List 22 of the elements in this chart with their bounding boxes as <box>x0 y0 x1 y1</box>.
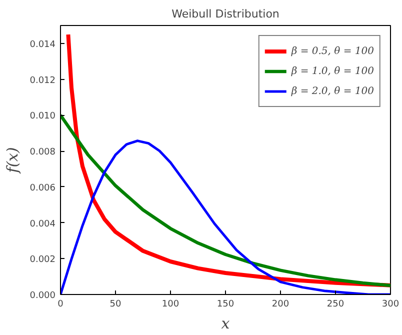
legend-label: β = 0.5, θ = 100 <box>291 46 374 56</box>
x-axis-title: x <box>221 314 230 332</box>
x-tick-label: 300 <box>382 300 400 310</box>
x-tick-label: 100 <box>162 300 180 310</box>
line-series <box>60 114 390 288</box>
y-tick-label: 0.006 <box>30 183 56 194</box>
y-axis-title: f(x) <box>4 146 22 174</box>
y-tick-label: 0.004 <box>30 219 56 230</box>
y-tick-label: 0.010 <box>30 112 56 122</box>
legend-label: β = 2.0, θ = 100 <box>291 86 374 96</box>
x-tick-label: 0 <box>58 300 64 310</box>
y-tick-label: 0.012 <box>30 76 56 86</box>
x-tick-label: 150 <box>216 300 234 310</box>
legend-label: β = 1.0, θ = 100 <box>291 66 374 76</box>
y-tick-label: 0.014 <box>30 40 56 50</box>
y-tick-label: 0.000 <box>30 291 56 301</box>
x-tick-label: 250 <box>326 300 344 310</box>
y-tick-label: 0.002 <box>30 255 56 266</box>
chart-title: Weibull Distribution <box>172 8 280 20</box>
x-tick-label: 50 <box>110 300 122 310</box>
x-tick-label: 200 <box>272 300 290 310</box>
y-tick-label: 0.008 <box>30 148 56 158</box>
